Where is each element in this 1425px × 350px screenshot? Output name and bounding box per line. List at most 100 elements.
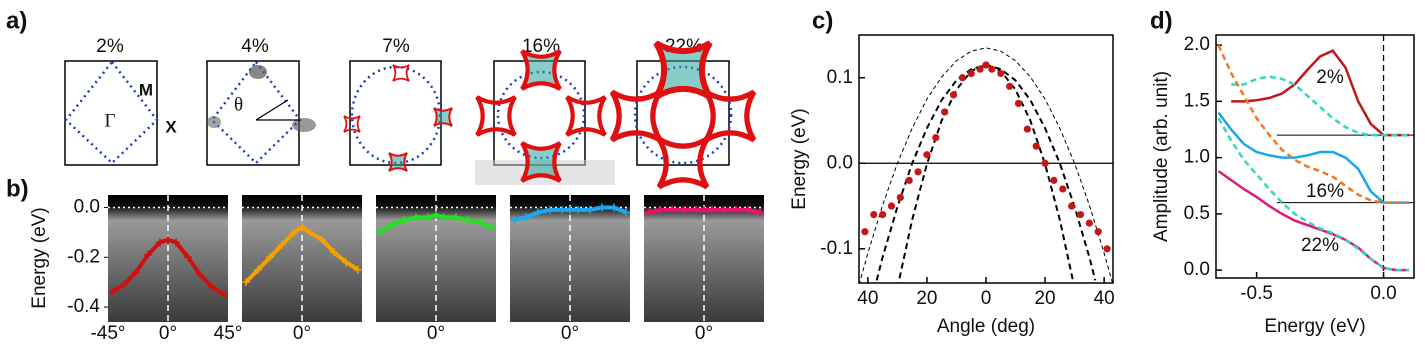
data-marker [412, 213, 420, 222]
data-point [1014, 99, 1023, 108]
x-tick-label: 0° [561, 323, 579, 344]
amplitude-curve [1217, 44, 1409, 204]
data-marker [306, 228, 314, 237]
data-point [887, 202, 896, 210]
data-marker [720, 205, 728, 214]
y-tick-label: 0.5 [1184, 203, 1210, 224]
data-marker [510, 215, 518, 224]
data-marker [668, 205, 676, 214]
x-tick-label: 0° [695, 323, 713, 344]
x-tick-label: 0° [293, 323, 311, 344]
y-tick-label: -0.1 [820, 238, 853, 259]
data-marker [756, 208, 764, 217]
pocket [433, 107, 453, 127]
spectral-spot [249, 65, 267, 79]
pocket [388, 152, 408, 172]
data-marker [278, 240, 286, 249]
data-point [879, 210, 887, 219]
data-point [1023, 125, 1031, 133]
angle-line [255, 99, 289, 121]
y-axis-label: Energy (eV) [789, 108, 810, 209]
data-marker [574, 205, 582, 214]
theta-label: θ [234, 94, 243, 115]
data-point [896, 193, 904, 202]
doping-annotation: 16% [1306, 181, 1344, 202]
data-marker [196, 270, 204, 279]
data-marker [266, 253, 274, 262]
data-marker [184, 253, 192, 262]
data-marker [208, 283, 216, 292]
data-marker [692, 205, 700, 214]
plot-area [859, 47, 1113, 283]
data-marker [432, 210, 440, 219]
pocket [343, 115, 361, 133]
y-tick-label: 0.0 [827, 152, 853, 173]
data-marker [440, 213, 448, 222]
pocket [392, 64, 410, 82]
data-marker [622, 208, 630, 217]
data-marker [156, 238, 164, 247]
panel-a: a) 2% 4% 7% 16% 22% Γ M X θ [6, 7, 754, 187]
data-marker [464, 215, 472, 224]
data-marker [220, 290, 228, 299]
pocket [477, 97, 515, 135]
data-point [941, 108, 949, 116]
x-tick-label: 45° [214, 323, 243, 344]
data-point [870, 210, 878, 219]
spectral-spot [292, 118, 316, 132]
x-tick-label: -45° [90, 323, 125, 344]
y-axis-label: Amplitude (arb. unit) [1151, 71, 1172, 242]
data-marker [400, 215, 408, 224]
data-marker [298, 223, 306, 232]
data-point [1103, 245, 1111, 253]
data-marker [172, 238, 180, 247]
panel-b: b)Energy (eV) 0.0 -0.2 -0.4 -45° 0° 45° 0° 0° 0° 0… [6, 175, 764, 344]
data-point [982, 61, 990, 69]
pocket [522, 51, 560, 89]
data-marker [342, 258, 350, 267]
data-point [1032, 142, 1040, 150]
data-point [949, 91, 958, 99]
data-point [861, 228, 869, 236]
y-tick-label: 2.0 [1184, 34, 1210, 55]
x-label: X [165, 117, 177, 136]
pocket [522, 143, 560, 181]
data-point [967, 69, 975, 78]
data-marker [610, 203, 618, 212]
y-tick-label: 0.0 [74, 196, 100, 217]
data-point [923, 151, 931, 159]
data-point [1094, 228, 1102, 236]
data-marker [354, 265, 362, 274]
pocket [659, 139, 707, 187]
data-point [958, 74, 966, 82]
x-axis-label: Energy (eV) [1264, 316, 1365, 337]
model-curve [859, 47, 1113, 283]
data-point [932, 134, 940, 142]
zone-box [206, 60, 300, 166]
data-marker [586, 205, 594, 214]
x-tick-label: 40 [1094, 288, 1115, 309]
data-point [997, 69, 1005, 78]
data-marker [598, 203, 606, 212]
y-tick-label: 0.0 [1184, 259, 1210, 280]
pocket [567, 97, 605, 135]
data-marker [108, 288, 116, 297]
data-marker [680, 205, 688, 214]
data-marker [242, 278, 250, 287]
zone-diamond [210, 59, 302, 165]
data-marker [330, 248, 338, 257]
data-marker [164, 235, 172, 244]
data-point [914, 168, 922, 176]
data-marker [120, 280, 128, 289]
data-marker [318, 235, 326, 244]
data-point [1068, 202, 1076, 210]
zone-diamond [64, 59, 159, 165]
data-marker [744, 205, 752, 214]
data-marker [290, 228, 298, 237]
data-point [1085, 219, 1093, 227]
data-point [1059, 185, 1067, 193]
data-point [976, 65, 984, 73]
data-marker [452, 213, 460, 222]
y-tick-label: 1.0 [1184, 147, 1210, 168]
